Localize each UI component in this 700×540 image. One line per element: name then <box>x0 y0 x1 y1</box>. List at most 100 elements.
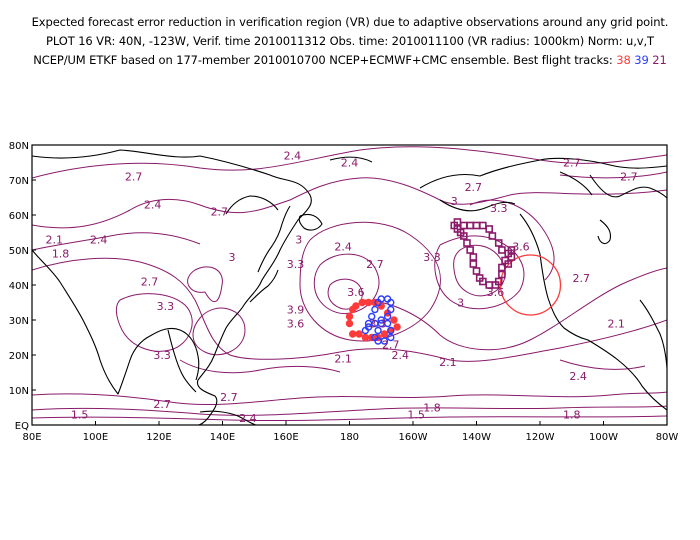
lat-label: 60N <box>9 211 29 222</box>
track-point <box>377 316 385 324</box>
contour-label: 3.6 <box>512 241 530 254</box>
track-count-purple: 21 <box>652 53 667 67</box>
title-line-3: NCEP/UM ETKF based on 177-member 2010010… <box>0 53 700 67</box>
track-point <box>469 260 478 268</box>
contour-label: 3.6 <box>287 318 305 331</box>
contour-label: 2.1 <box>439 356 457 369</box>
contour-label: 2.4 <box>569 370 587 383</box>
track-point <box>466 221 474 230</box>
track-point <box>494 239 503 247</box>
contour-label: 3.3 <box>153 349 171 362</box>
track-point <box>387 305 395 314</box>
lon-label: 100W <box>589 432 618 443</box>
contour-label: 1.8 <box>52 248 70 261</box>
lat-label: 70N <box>9 176 29 187</box>
track-point <box>472 267 481 275</box>
contour-label: 1.5 <box>71 409 89 422</box>
track-point <box>459 232 468 240</box>
contour-label: 2.4 <box>284 150 302 163</box>
lon-label: 120W <box>526 432 555 443</box>
contour-label: 2.7 <box>153 398 171 411</box>
contour-label: 2.7 <box>220 391 238 404</box>
track-point <box>469 253 478 261</box>
lon-label: 100E <box>83 432 108 443</box>
contour-label: 1.8 <box>563 409 581 422</box>
track-point <box>383 319 392 328</box>
track-point <box>371 319 379 328</box>
track-point <box>488 232 497 240</box>
contour-label: 2.7 <box>141 276 159 289</box>
latitude-labels: 80N 70N 60N 50N 40N 30N 20N 10N EQ <box>9 141 36 432</box>
contour-label: 3.3 <box>369 318 387 331</box>
track-point <box>507 253 516 261</box>
track-point <box>479 221 487 230</box>
contour-label: 2.4 <box>144 199 162 212</box>
contour-label: 3 <box>457 297 464 310</box>
lon-label: 160E <box>273 432 298 443</box>
flight-track-purple <box>450 218 516 289</box>
lat-label: EQ <box>15 421 29 432</box>
track-point <box>387 298 395 307</box>
track-point <box>352 302 360 310</box>
lat-label: 50N <box>9 246 29 257</box>
lat-label: 40N <box>9 281 29 292</box>
contour-label: 3 <box>229 251 236 264</box>
lon-label: 160W <box>399 432 428 443</box>
contour-label: 3.3 <box>157 300 175 313</box>
track-point <box>494 277 503 286</box>
track-point <box>345 319 354 328</box>
contour-label: 3 <box>295 234 302 247</box>
lon-label: 140W <box>462 432 491 443</box>
map-frame <box>31 144 668 426</box>
verification-region-circle <box>499 254 562 316</box>
contour-label: 2.7 <box>620 171 638 184</box>
track-point <box>498 246 506 254</box>
contour-label: 2.7 <box>366 258 384 271</box>
contour-label: 2.7 <box>125 171 143 184</box>
track-point <box>371 305 379 314</box>
contour-label: 3 <box>451 195 458 208</box>
title-line-3-text: NCEP/UM ETKF based on 177-member 2010010… <box>33 53 613 67</box>
track-point <box>387 333 395 342</box>
track-point <box>453 218 462 226</box>
track-point <box>383 312 392 321</box>
contour-label: 1.8 <box>423 402 441 415</box>
track-point <box>364 323 373 331</box>
lat-label: 30N <box>9 316 29 327</box>
track-point <box>358 298 366 307</box>
contour-label: 2.1 <box>334 353 352 366</box>
contour-label: 2.4 <box>239 412 257 425</box>
contour-label: 3.6 <box>347 286 365 299</box>
lon-label: 120E <box>146 432 171 443</box>
contour-label: 2.4 <box>341 157 359 170</box>
track-point <box>472 221 481 230</box>
contour-label: 2.4 <box>90 234 108 247</box>
track-count-red: 38 <box>616 53 631 67</box>
contour-label: 2.7 <box>211 206 229 219</box>
contour-label: 2.1 <box>607 318 625 331</box>
lon-label: 180 <box>340 432 359 443</box>
lon-label: 140E <box>210 432 235 443</box>
track-point <box>463 239 471 247</box>
contour-label: 2.7 <box>573 272 591 285</box>
track-point <box>364 298 373 307</box>
track-point <box>459 221 468 230</box>
track-point <box>393 323 401 331</box>
title-line-2: PLOT 16 VR: 40N, -123W, Verif. time 2010… <box>46 34 654 48</box>
contour-label: 2.7 <box>563 157 581 170</box>
track-point <box>498 270 506 279</box>
track-point <box>380 337 389 345</box>
track-count-blue: 39 <box>634 53 649 67</box>
lat-label: 80N <box>9 141 29 152</box>
track-point <box>466 246 474 254</box>
title-line-1: Expected forecast error reduction in ver… <box>31 15 669 29</box>
track-point <box>345 312 354 321</box>
track-point <box>355 330 363 338</box>
contour-label: 2.4 <box>392 349 410 362</box>
flight-track-blue <box>361 295 395 345</box>
contour-label: 2.4 <box>334 241 352 254</box>
lat-label: 10N <box>9 386 29 397</box>
track-point <box>368 312 376 321</box>
lon-label: 80E <box>22 432 41 443</box>
contour-label: 2.1 <box>45 234 63 247</box>
